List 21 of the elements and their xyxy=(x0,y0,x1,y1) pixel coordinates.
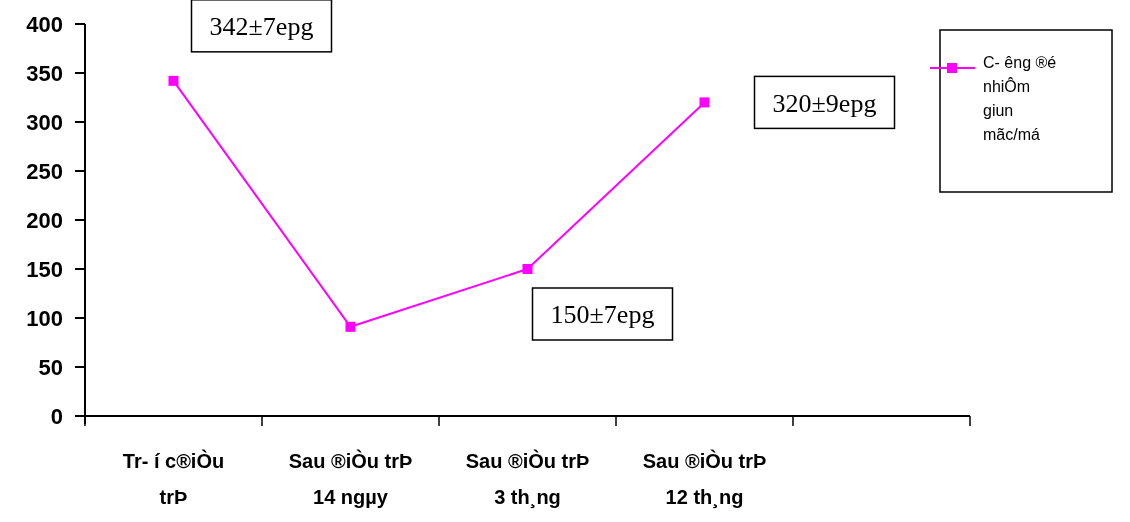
legend-label: C- êng ®é nhiÔm giun mãc/má xyxy=(983,54,1057,143)
y-tick-label: 300 xyxy=(26,109,63,135)
point xyxy=(345,321,356,332)
y-tick-label: 200 xyxy=(26,207,63,233)
x-tick-label: Sau ®iÒu trÞ 12 th¸ng xyxy=(642,449,767,509)
annotation: 342±7epg xyxy=(209,11,314,41)
y-tick-label: 50 xyxy=(38,354,63,380)
point xyxy=(699,97,710,108)
x-tick-label: Sau ®iÒu trÞ 14 ngµy xyxy=(288,449,413,508)
annotation: 320±9epg xyxy=(772,88,877,118)
y-tick-label: 400 xyxy=(26,11,63,37)
y-tick-label: 350 xyxy=(26,60,63,86)
y-tick-label: 150 xyxy=(26,256,63,282)
point xyxy=(168,75,179,86)
x-tick-label: Sau ®iÒu trÞ 3 th¸ng xyxy=(465,449,590,509)
annotation: 150±7epg xyxy=(550,300,655,330)
y-tick-label: 100 xyxy=(26,305,63,331)
y-tick-label: 250 xyxy=(26,158,63,184)
point xyxy=(522,264,533,274)
x-tick-label: Tr- í c®iÒu trÞ xyxy=(122,449,225,508)
y-tick-label: 0 xyxy=(50,403,63,429)
